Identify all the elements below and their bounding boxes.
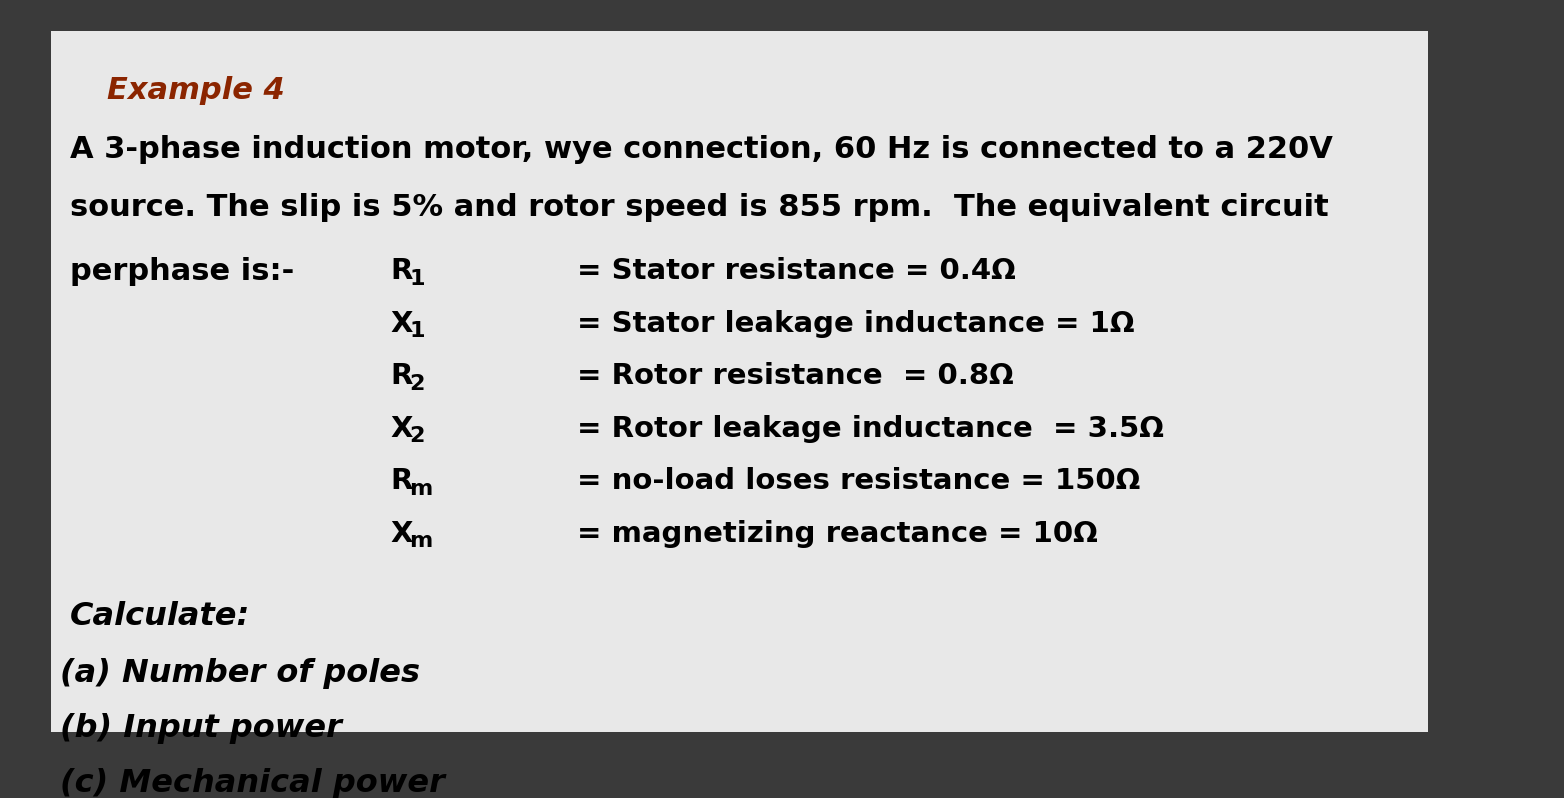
Text: 2: 2	[410, 373, 425, 393]
Text: X: X	[391, 415, 413, 443]
Text: = magnetizing reactance = 10Ω: = magnetizing reactance = 10Ω	[577, 519, 1098, 547]
Text: = Stator resistance = 0.4Ω: = Stator resistance = 0.4Ω	[577, 258, 1015, 286]
Text: m: m	[410, 479, 433, 499]
Text: (c) Mechanical power: (c) Mechanical power	[61, 768, 446, 798]
Text: A 3-phase induction motor, wye connection, 60 Hz is connected to a 220V: A 3-phase induction motor, wye connectio…	[70, 136, 1333, 164]
Text: = no-load loses resistance = 150Ω: = no-load loses resistance = 150Ω	[577, 467, 1140, 496]
Text: R: R	[391, 362, 413, 390]
Text: source. The slip is 5% and rotor speed is 855 rpm.  The equivalent circuit: source. The slip is 5% and rotor speed i…	[70, 192, 1328, 222]
Text: = Rotor resistance  = 0.8Ω: = Rotor resistance = 0.8Ω	[577, 362, 1013, 390]
Text: (b) Input power: (b) Input power	[61, 713, 343, 745]
Text: m: m	[410, 531, 433, 551]
Text: X: X	[391, 519, 413, 547]
Text: 2: 2	[410, 426, 425, 446]
Text: R: R	[391, 467, 413, 496]
Text: Calculate:: Calculate:	[70, 601, 250, 632]
Text: = Stator leakage inductance = 1Ω: = Stator leakage inductance = 1Ω	[577, 310, 1134, 338]
Text: perphase is:-: perphase is:-	[70, 258, 294, 286]
Text: (a) Number of poles: (a) Number of poles	[61, 658, 421, 689]
Text: Example 4: Example 4	[106, 77, 285, 105]
Text: R: R	[391, 258, 413, 286]
Text: 1: 1	[410, 269, 425, 289]
Text: 1: 1	[410, 322, 425, 342]
Text: X: X	[391, 310, 413, 338]
FancyBboxPatch shape	[52, 31, 1428, 733]
Text: = Rotor leakage inductance  = 3.5Ω: = Rotor leakage inductance = 3.5Ω	[577, 415, 1164, 443]
